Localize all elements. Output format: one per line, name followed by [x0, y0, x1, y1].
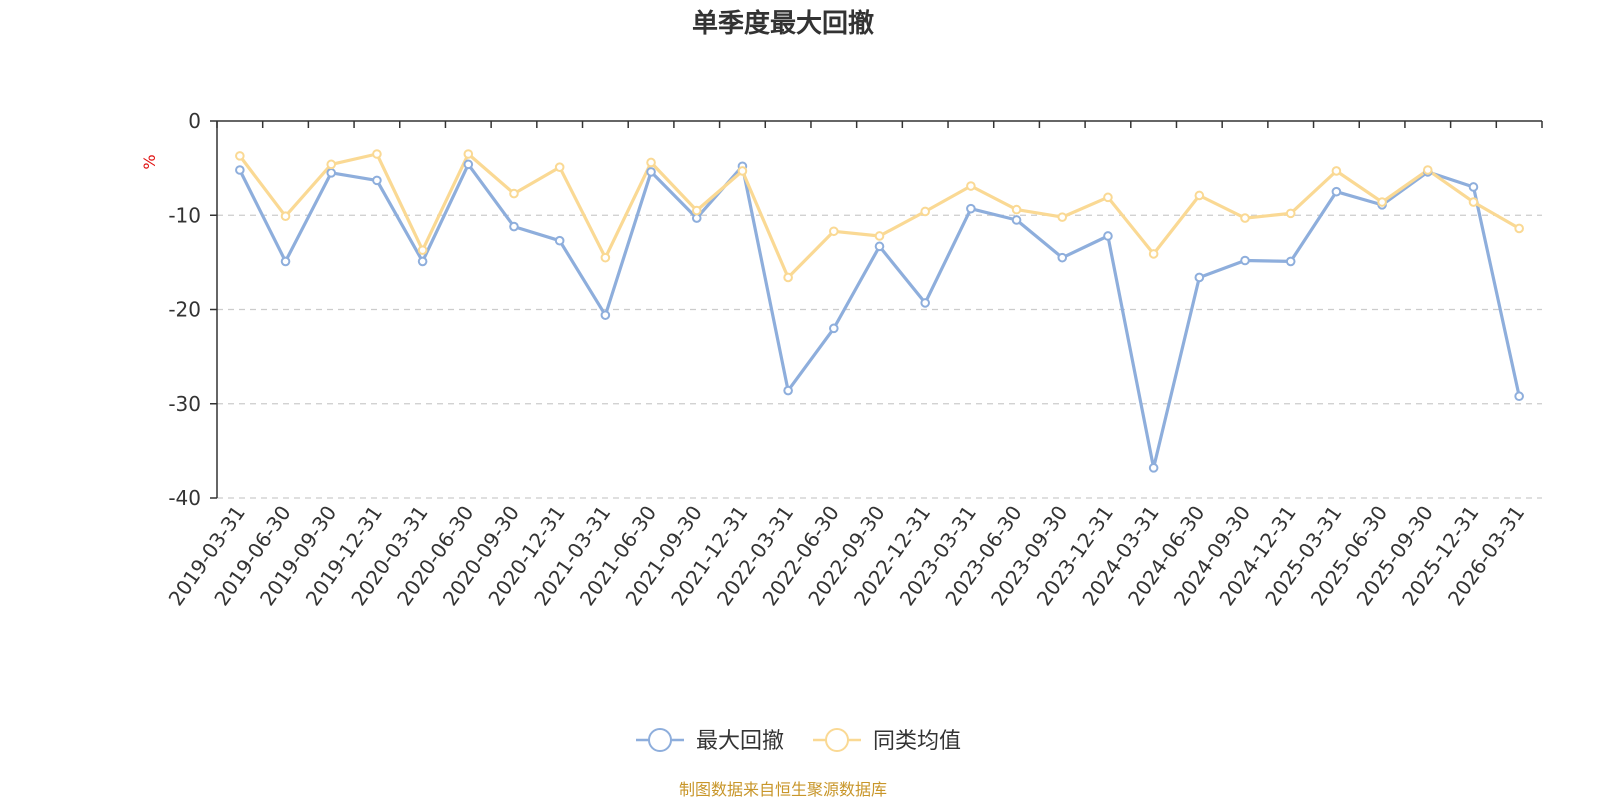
data-point-series-1: [646, 167, 656, 177]
data-point-series-2: [1148, 249, 1159, 259]
data-point-series-2: [1057, 212, 1068, 222]
data-point-series-2: [646, 157, 656, 168]
data-point-series-2: [280, 211, 291, 221]
data-point-series-1: [509, 221, 519, 232]
series-line-1: [238, 162, 1521, 470]
data-point-series-2: [600, 252, 611, 263]
legend-marker: [648, 728, 672, 752]
data-point-series-2: [235, 151, 245, 161]
data-point-series-1: [1057, 252, 1068, 263]
y-tick-labels: 0 -10 -20 -30 -40: [168, 109, 201, 510]
y-tick-label: -10: [168, 203, 201, 227]
legend-marker: [825, 728, 849, 752]
data-point-series-2: [509, 188, 519, 199]
data-point-series-1: [1514, 391, 1524, 402]
data-point-series-2: [1377, 197, 1387, 207]
data-point-series-2: [1331, 166, 1342, 176]
data-point-series-2: [1011, 204, 1022, 215]
data-point-series-2: [737, 166, 748, 176]
data-point-series-1: [463, 159, 474, 170]
data-point-series-2: [1422, 165, 1433, 175]
data-source-note: 制图数据来自恒生聚源数据库: [679, 780, 887, 799]
data-point-series-1: [235, 165, 245, 175]
data-point-series-2: [463, 149, 474, 159]
data-point-series-2: [691, 205, 702, 216]
legend-label: 同类均值: [873, 729, 961, 754]
y-axis-unit-label: %: [140, 154, 159, 169]
legend: 最大回撤 同类均值: [636, 728, 961, 754]
data-point-series-1: [1148, 463, 1159, 473]
data-point-series-1: [966, 203, 976, 214]
data-point-series-1: [920, 298, 930, 308]
grid-lines: [217, 214, 1542, 499]
data-point-series-2: [783, 272, 793, 283]
data-point-series-2: [1285, 208, 1296, 219]
y-tick-label: -40: [168, 486, 201, 510]
data-point-series-2: [372, 149, 382, 159]
data-point-series-2: [554, 162, 565, 172]
data-point-series-2: [1514, 223, 1524, 234]
y-tick-label: 0: [188, 109, 201, 133]
data-point-series-2: [874, 231, 885, 241]
y-tick-label: -20: [168, 298, 201, 322]
y-tick-label: -30: [168, 392, 201, 416]
legend-item-2[interactable]: 同类均值: [813, 728, 961, 754]
data-point-series-1: [874, 241, 885, 252]
axes: [210, 120, 1543, 499]
data-point-series-1: [1240, 255, 1250, 266]
data-point-series-2: [829, 226, 839, 237]
data-point-series-1: [691, 213, 702, 223]
data-point-series-1: [600, 310, 611, 320]
series-points: [235, 149, 1524, 473]
data-point-series-1: [554, 235, 565, 246]
data-point-series-2: [1468, 197, 1479, 207]
data-point-series-1: [326, 168, 337, 178]
x-tick-labels: 2019-03-312019-06-302019-09-302019-12-31…: [164, 501, 1530, 610]
data-point-series-2: [966, 181, 976, 191]
legend-item-1[interactable]: 最大回撤: [636, 728, 784, 754]
data-point-series-1: [1468, 182, 1479, 192]
series-lines: [238, 152, 1521, 470]
data-point-series-2: [920, 206, 930, 217]
data-point-series-1: [372, 175, 382, 186]
data-point-series-1: [1011, 215, 1022, 225]
data-point-series-1: [829, 323, 839, 334]
legend-label: 最大回撤: [696, 729, 784, 754]
data-point-series-1: [1331, 186, 1342, 197]
chart-title: 单季度最大回撤: [692, 8, 874, 39]
data-point-series-1: [783, 385, 793, 396]
data-point-series-2: [417, 245, 428, 255]
data-point-series-2: [1240, 213, 1250, 223]
data-point-series-1: [280, 256, 291, 267]
data-point-series-1: [417, 256, 428, 267]
data-point-series-1: [1194, 272, 1205, 283]
data-point-series-2: [1103, 192, 1113, 203]
data-point-series-2: [1194, 190, 1205, 201]
data-point-series-1: [1103, 231, 1113, 241]
data-point-series-2: [326, 159, 337, 170]
data-point-series-1: [1285, 256, 1296, 267]
